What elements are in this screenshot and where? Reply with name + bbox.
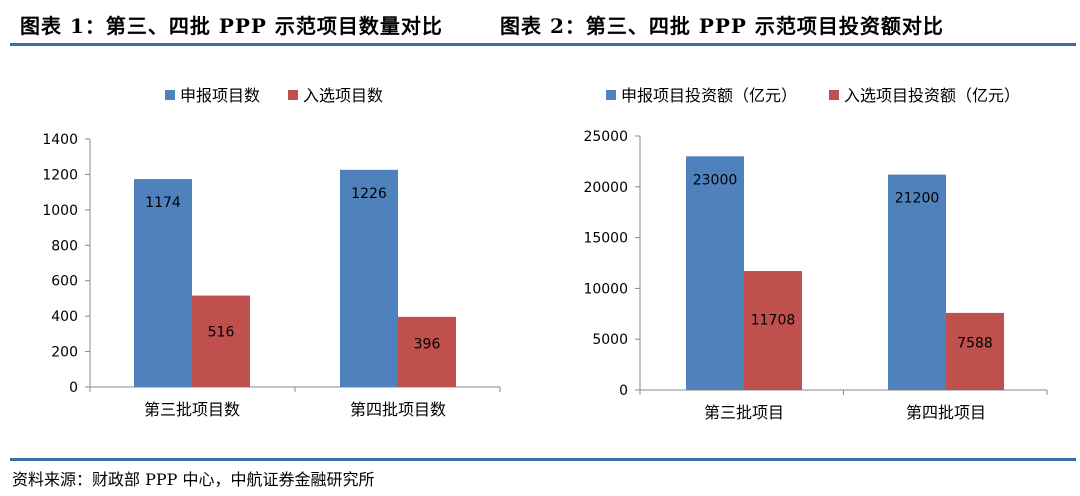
chart1-y-tick-label-6: 1200 xyxy=(42,167,78,183)
chart1-data-label-2-2: 396 xyxy=(414,336,441,352)
chart2-y-tick-label-5: 25000 xyxy=(583,129,628,145)
chart1-legend-label-2: 入选项目数 xyxy=(303,86,383,105)
chart2-legend-swatch-1 xyxy=(606,90,616,100)
chart1-bar-2-1 xyxy=(340,169,398,387)
chart2-x-tick-label-1: 第三批项目 xyxy=(704,403,784,422)
chart2-data-label-1-1: 23000 xyxy=(693,172,738,188)
chart2-y-tick-label-1: 5000 xyxy=(592,332,628,348)
chart2-legend-swatch-2 xyxy=(829,90,839,100)
chart1-legend-label-1: 申报项目数 xyxy=(180,86,260,105)
chart2-y-tick-label-4: 20000 xyxy=(583,180,628,196)
source-note: 资料来源：财政部 PPP 中心，中航证券金融研究所 xyxy=(12,470,375,489)
header-rule xyxy=(10,43,1076,46)
chart1-x-tick-label-2: 第四批项目数 xyxy=(350,400,446,419)
chart2-bar-1-1 xyxy=(686,156,744,390)
chart1-y-tick-label-5: 1000 xyxy=(42,203,78,219)
chart2-bar-1-2 xyxy=(744,271,802,390)
chart1-data-label-2-1: 1226 xyxy=(351,186,387,202)
chart1-data-label-1-1: 1174 xyxy=(145,195,181,211)
chart1-bar-1-1 xyxy=(134,179,192,387)
chart2-legend-label-2: 入选项目投资额（亿元） xyxy=(844,86,1020,105)
figure-1-title: 图表 1：第三、四批 PPP 示范项目数量对比 xyxy=(20,14,443,38)
chart2-data-label-2-2: 7588 xyxy=(957,336,993,352)
chart2-data-label-1-2: 11708 xyxy=(751,313,796,329)
chart2-y-tick-label-2: 10000 xyxy=(583,281,628,297)
chart2-y-tick-label-0: 0 xyxy=(619,383,628,399)
chart1-y-tick-label-2: 400 xyxy=(51,309,78,325)
chart2-data-label-2-1: 21200 xyxy=(895,191,940,207)
chart1-legend-swatch-1 xyxy=(165,90,175,100)
chart2-bar-2-1 xyxy=(888,174,946,390)
chart1-y-tick-label-1: 200 xyxy=(51,345,78,361)
chart1-bar-2-2 xyxy=(398,316,456,387)
chart2-y-tick-label-3: 15000 xyxy=(583,231,628,247)
chart1-y-tick-label-3: 600 xyxy=(51,274,78,290)
figure-2-title: 图表 2：第三、四批 PPP 示范项目投资额对比 xyxy=(500,14,944,38)
chart1-x-tick-label-1: 第三批项目数 xyxy=(144,400,240,419)
chart1-bar-1-2 xyxy=(192,295,250,387)
chart1-legend-swatch-2 xyxy=(288,90,298,100)
chart1-y-tick-label-0: 0 xyxy=(69,380,78,396)
chart2-x-tick-label-2: 第四批项目 xyxy=(906,403,986,422)
footer-rule xyxy=(10,458,1076,461)
chart1-y-tick-label-4: 800 xyxy=(51,238,78,254)
chart2-bar-2-2 xyxy=(946,312,1004,390)
chart2-legend-label-1: 申报项目投资额（亿元） xyxy=(621,86,797,105)
chart1-y-tick-label-7: 1400 xyxy=(42,132,78,148)
chart1-data-label-1-2: 516 xyxy=(208,325,235,341)
